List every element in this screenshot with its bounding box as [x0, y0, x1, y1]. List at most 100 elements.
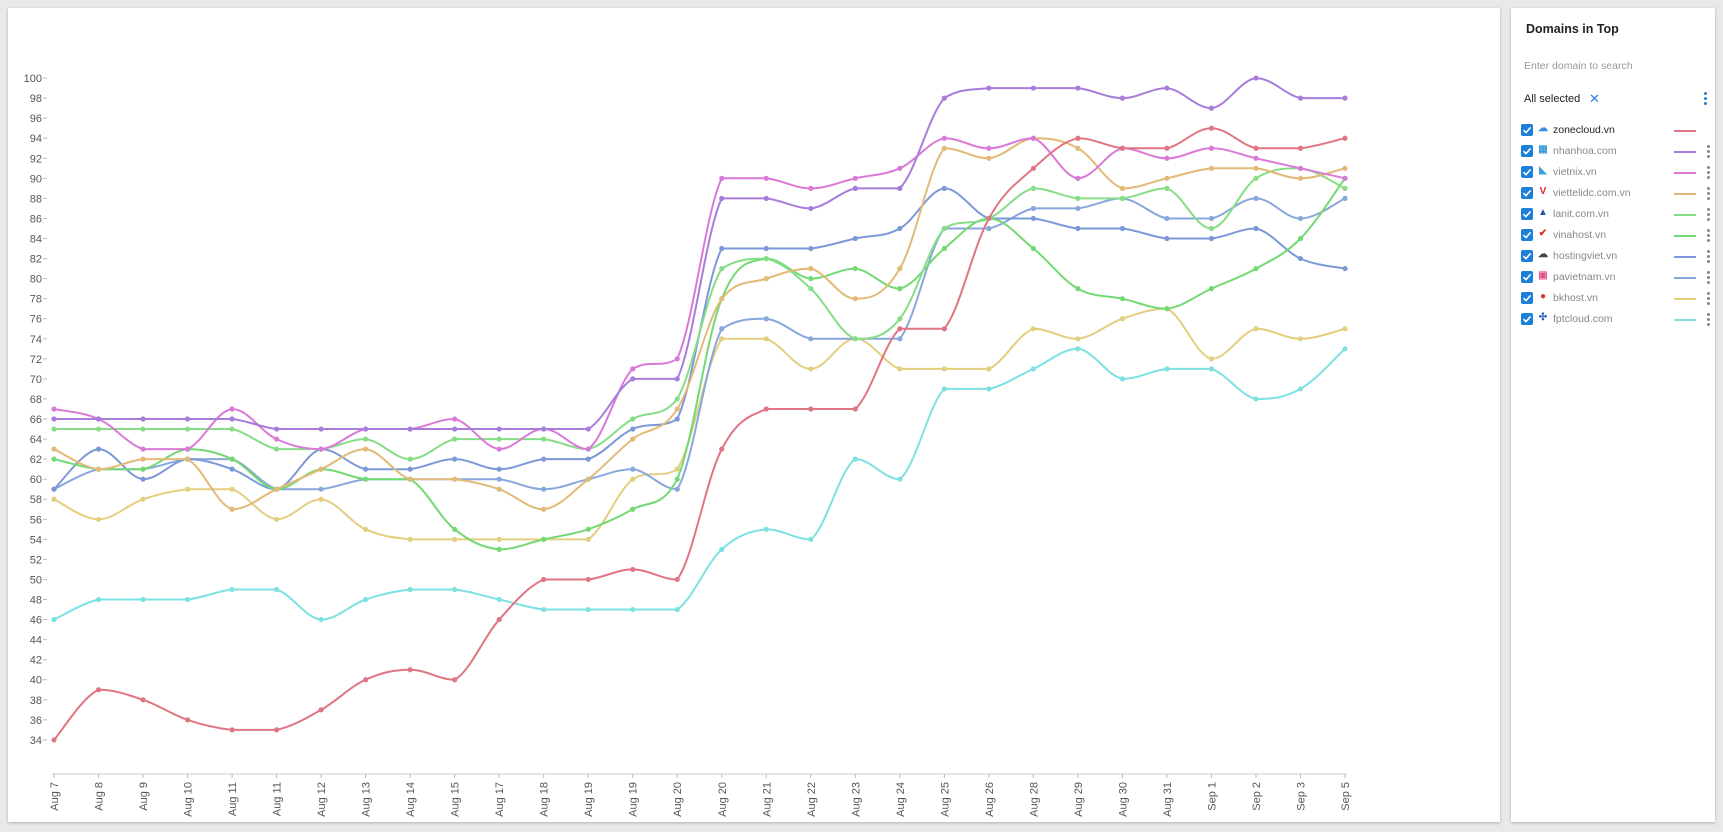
data-point[interactable] [674, 476, 680, 482]
data-point[interactable] [1030, 215, 1036, 222]
data-point[interactable] [51, 496, 57, 502]
data-point[interactable] [140, 596, 146, 603]
data-point[interactable] [1075, 135, 1081, 141]
data-point[interactable] [674, 606, 680, 613]
series-line[interactable] [53, 137, 1346, 511]
data-point[interactable] [1253, 195, 1259, 201]
series-line[interactable] [53, 77, 1345, 431]
data-point[interactable] [318, 466, 324, 472]
data-point[interactable] [674, 466, 680, 472]
data-point[interactable] [407, 456, 413, 462]
data-point[interactable] [674, 376, 680, 382]
data-point[interactable] [852, 456, 858, 462]
data-point[interactable] [318, 616, 324, 623]
series-hostingviet.vn[interactable] [51, 185, 1348, 492]
data-point[interactable] [452, 586, 458, 593]
data-point[interactable] [1342, 95, 1348, 101]
data-point[interactable] [452, 677, 458, 683]
data-point[interactable] [452, 536, 458, 542]
series-line[interactable] [53, 127, 1346, 741]
data-point[interactable] [1119, 185, 1126, 191]
data-point[interactable] [1342, 346, 1348, 352]
data-point[interactable] [630, 506, 636, 512]
data-point[interactable] [941, 185, 947, 191]
data-point[interactable] [229, 586, 235, 593]
data-point[interactable] [1297, 145, 1304, 151]
data-point[interactable] [986, 215, 992, 222]
data-point[interactable] [95, 446, 102, 452]
data-point[interactable] [1164, 175, 1170, 181]
data-point[interactable] [1075, 195, 1081, 201]
data-point[interactable] [630, 606, 636, 613]
data-point[interactable] [1030, 326, 1036, 332]
data-point[interactable] [407, 586, 413, 593]
data-point[interactable] [1075, 336, 1081, 342]
checkbox[interactable] [1521, 187, 1533, 199]
data-point[interactable] [852, 235, 858, 242]
data-point[interactable] [941, 95, 947, 101]
checkbox[interactable] [1521, 292, 1533, 304]
data-point[interactable] [1164, 366, 1170, 372]
data-point[interactable] [1075, 205, 1081, 212]
data-point[interactable] [1253, 175, 1259, 181]
data-point[interactable] [541, 576, 547, 583]
data-point[interactable] [496, 476, 502, 482]
data-point[interactable] [719, 245, 725, 252]
data-point[interactable] [1297, 336, 1304, 342]
data-point[interactable] [496, 466, 502, 472]
data-point[interactable] [407, 466, 413, 472]
data-point[interactable] [51, 426, 57, 432]
data-point[interactable] [1342, 265, 1348, 272]
series-viettelidc.com.vn[interactable] [51, 135, 1348, 512]
checkbox[interactable] [1521, 250, 1533, 262]
checkbox[interactable] [1521, 208, 1533, 220]
data-point[interactable] [897, 286, 903, 292]
data-point[interactable] [184, 717, 191, 723]
data-point[interactable] [897, 265, 903, 272]
data-point[interactable] [273, 426, 280, 432]
data-point[interactable] [318, 707, 324, 713]
data-point[interactable] [585, 476, 591, 482]
data-point[interactable] [363, 596, 369, 603]
data-point[interactable] [496, 426, 502, 432]
data-point[interactable] [808, 205, 814, 212]
data-point[interactable] [1119, 376, 1126, 382]
close-icon[interactable]: ✕ [1589, 91, 1600, 106]
data-point[interactable] [1119, 225, 1126, 232]
data-point[interactable] [1030, 366, 1036, 372]
data-point[interactable] [95, 466, 102, 472]
data-point[interactable] [140, 416, 146, 422]
data-point[interactable] [1253, 165, 1259, 171]
data-point[interactable] [51, 446, 57, 452]
data-point[interactable] [140, 476, 146, 482]
data-point[interactable] [318, 496, 324, 502]
data-point[interactable] [1253, 145, 1259, 151]
series-line[interactable] [53, 177, 1346, 551]
data-point[interactable] [986, 155, 992, 161]
data-point[interactable] [363, 526, 369, 532]
data-point[interactable] [95, 516, 102, 522]
data-point[interactable] [719, 446, 725, 452]
data-point[interactable] [585, 536, 591, 542]
data-point[interactable] [719, 265, 725, 272]
data-point[interactable] [407, 536, 413, 542]
data-point[interactable] [763, 316, 769, 322]
data-point[interactable] [140, 456, 146, 462]
data-point[interactable] [273, 486, 280, 492]
data-point[interactable] [1297, 215, 1304, 222]
data-point[interactable] [941, 225, 947, 232]
data-point[interactable] [585, 576, 591, 583]
data-point[interactable] [585, 446, 591, 452]
data-point[interactable] [585, 456, 591, 462]
data-point[interactable] [496, 616, 502, 623]
data-point[interactable] [273, 516, 280, 522]
data-point[interactable] [496, 546, 502, 552]
data-point[interactable] [630, 366, 636, 372]
data-point[interactable] [541, 456, 547, 462]
data-point[interactable] [363, 446, 369, 452]
data-point[interactable] [674, 486, 680, 492]
data-point[interactable] [941, 135, 947, 141]
data-point[interactable] [1208, 105, 1215, 111]
data-point[interactable] [184, 426, 191, 432]
data-point[interactable] [541, 606, 547, 613]
